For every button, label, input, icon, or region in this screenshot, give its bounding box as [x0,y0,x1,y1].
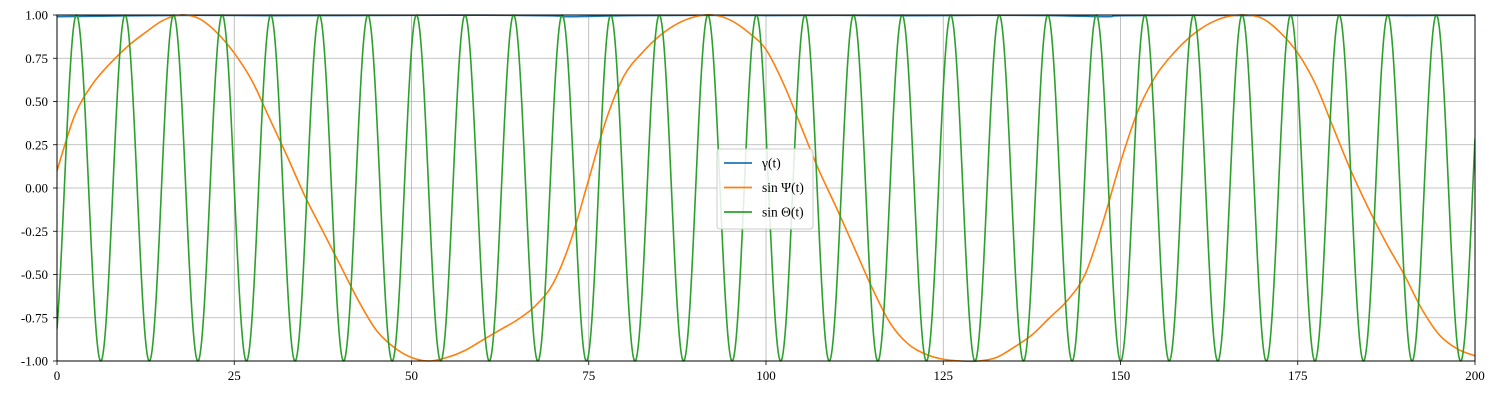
legend-box [716,148,814,230]
x-tick-label: 100 [756,368,776,383]
legend-entry-label: sin Ψ(t) [762,180,804,195]
legend-entry-label: γ(t) [761,156,781,171]
y-tick-label: 1.00 [25,8,48,23]
ticks: 0 25 50 75 100 125 150 175 200 -1.00 -0.75 -0.50 -0.… [21,8,1485,384]
y-tick-label: 0.00 [25,181,48,196]
series-line-3 [57,14,1475,362]
y-tick-label: 0.75 [25,51,48,66]
y-tick-label: -0.25 [21,224,48,239]
x-tick-label: 200 [1465,368,1485,383]
x-tick-label: 50 [405,368,418,383]
x-tick-label: 0 [54,368,61,383]
x-tick-label: 150 [1111,368,1131,383]
legend: γ(t) sin Ψ(t) sin Θ(t) [716,148,814,230]
x-tick-label: 125 [934,368,954,383]
y-tick-label: -0.75 [21,310,48,325]
y-tick-label: 0.25 [25,137,48,152]
legend-entry-label: sin Θ(t) [762,205,804,220]
y-tick-label: 0.50 [25,94,48,109]
x-tick-label: 25 [228,368,241,383]
x-tick-label: 175 [1288,368,1308,383]
y-tick-label: -0.50 [21,267,48,282]
x-tick-label: 75 [582,368,595,383]
y-tick-label: -1.00 [21,354,48,369]
